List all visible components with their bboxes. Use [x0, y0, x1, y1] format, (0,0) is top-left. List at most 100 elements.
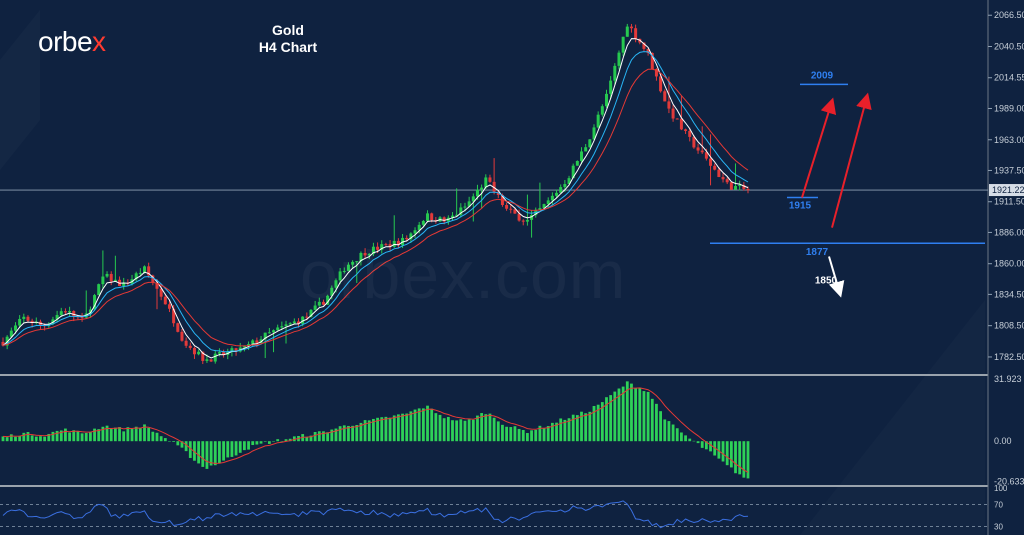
level-label-1915: 1915 [789, 201, 812, 212]
candle-body [517, 213, 521, 221]
macd-bar [621, 386, 625, 442]
price-tick-label: 2066.50 [994, 10, 1024, 20]
candle-body [192, 347, 196, 355]
macd-bar [259, 441, 263, 444]
macd-bar [213, 441, 217, 466]
macd-bar [600, 402, 604, 442]
candle-body [297, 321, 301, 324]
level-label-1850: 1850 [815, 276, 838, 287]
candle-body [188, 345, 192, 348]
candle-body [180, 331, 184, 341]
macd-bar [367, 420, 371, 442]
candle-body [463, 206, 467, 208]
candle-body [338, 271, 342, 281]
macd-bar [530, 430, 533, 442]
candle-body [625, 26, 629, 37]
macd-bar [605, 397, 608, 442]
macd-bar [438, 414, 442, 442]
candle-body [546, 200, 550, 205]
rsi-tick-label: 30 [994, 523, 1003, 532]
candle-body [646, 48, 650, 53]
macd-bar [355, 424, 359, 442]
macd-bar [742, 441, 746, 478]
macd-bar [18, 435, 22, 442]
macd-bar [488, 413, 492, 442]
candle-body [621, 36, 625, 53]
macd-bar [555, 422, 558, 442]
macd-bar [696, 441, 700, 444]
macd-bar [417, 408, 421, 442]
candle-body [163, 296, 167, 305]
price-tick-label: 1834.50 [994, 289, 1024, 299]
macd-bar [55, 430, 59, 442]
candle-body [388, 244, 392, 247]
candle-body [201, 351, 205, 361]
macd-bar [101, 426, 105, 442]
candle-body [255, 340, 259, 343]
candle-body [376, 246, 380, 250]
macd-bar [330, 429, 334, 442]
rsi-panel [0, 500, 988, 529]
macd-bar [734, 441, 737, 474]
level-label-1877: 1877 [806, 247, 829, 258]
candle-body [105, 273, 109, 277]
macd-bar [30, 435, 34, 442]
watermark: orbex.com [300, 236, 626, 314]
candle-body [654, 69, 658, 77]
macd-bar [267, 441, 271, 444]
macd-bar [496, 421, 500, 442]
macd-bar [659, 411, 662, 442]
macd-bar [43, 436, 47, 442]
macd-bar [592, 405, 596, 442]
macd-bar [209, 441, 213, 466]
macd-tick-label: 31.923 [994, 374, 1022, 384]
macd-bar [630, 383, 633, 442]
macd-bar [230, 441, 234, 457]
price-tick-label: 1963.00 [994, 135, 1024, 145]
candle-body [380, 244, 384, 250]
candle-body [342, 270, 346, 272]
candle-body [351, 261, 355, 265]
macd-bar [1, 436, 5, 442]
macd-bar [226, 441, 230, 458]
candle-body [609, 80, 613, 94]
rsi-line [2, 500, 749, 529]
candle-body [334, 280, 338, 288]
candle-body [26, 316, 30, 321]
candle-body [663, 91, 667, 102]
candle-body [284, 324, 288, 327]
price-axis: 2066.50 2040.50 2014.55 1989.00 1963.00 1937.… [988, 10, 1024, 532]
candle-body [634, 28, 638, 39]
macd-bar [700, 441, 704, 448]
macd-bar [309, 435, 313, 442]
macd-bar [247, 441, 250, 450]
candle-body [650, 52, 654, 70]
candle-body [459, 207, 463, 215]
candle-body [288, 323, 292, 325]
chart-title-timeframe: H4 Chart [258, 39, 318, 55]
macd-bar [376, 417, 379, 442]
candle-body [588, 139, 592, 148]
macd-bar [93, 428, 96, 442]
price-panel [0, 0, 989, 535]
price-tick-label: 1989.00 [994, 103, 1024, 113]
macd-bar [351, 425, 355, 442]
candle-body [417, 224, 421, 231]
candle-body [738, 184, 742, 187]
candle-body [309, 309, 313, 317]
macd-bar [650, 398, 654, 442]
candle-body [679, 118, 683, 130]
macd-bar [526, 433, 529, 442]
candle-body [359, 252, 363, 262]
deco-shape [800, 300, 985, 535]
macd-bar [288, 438, 292, 442]
candle-body [242, 345, 246, 348]
macd-bar [446, 416, 450, 442]
macd-bar [263, 441, 267, 442]
macd-bar [272, 441, 275, 442]
candle-body [542, 204, 546, 209]
macd-bar [234, 441, 238, 456]
macd-bar [193, 441, 196, 461]
macd-bar [434, 413, 438, 442]
candle-body [63, 311, 67, 313]
